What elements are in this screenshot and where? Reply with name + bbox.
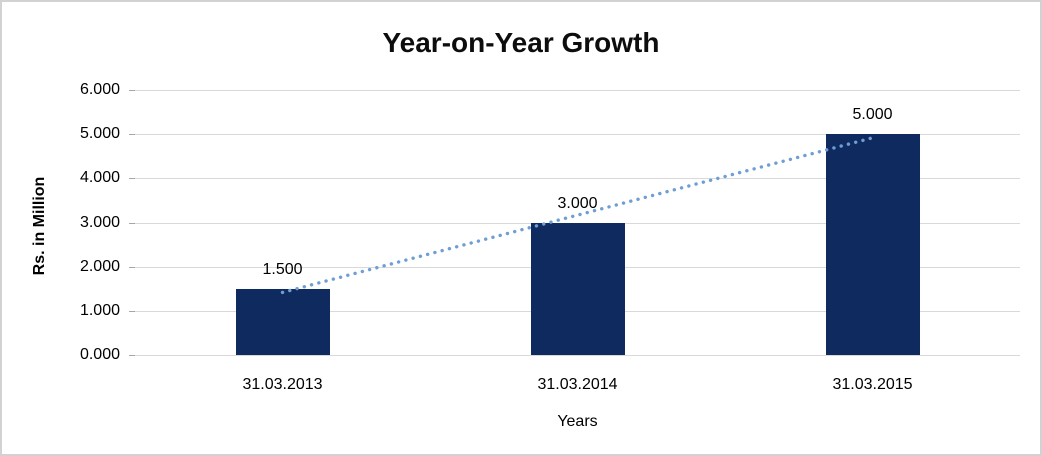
y-tick-label: 1.000: [79, 301, 120, 319]
x-category-label: 31.03.2014: [537, 376, 618, 393]
bar-value-label: 5.000: [852, 106, 893, 124]
bar-value-label: 1.500: [262, 260, 303, 278]
y-tick-label: 6.000: [79, 81, 120, 98]
chart-title: Year-on-Year Growth: [382, 27, 660, 58]
gridline: [135, 355, 1020, 356]
y-tick-mark: [129, 134, 135, 136]
bar: [235, 288, 330, 355]
y-tick-mark: [129, 90, 135, 91]
bar: [530, 222, 625, 355]
y-tick-label: 2.000: [79, 257, 120, 275]
x-category-label: 31.03.2015: [832, 376, 913, 393]
y-tick-mark: [129, 310, 135, 312]
bar: [825, 134, 920, 355]
y-tick-label: 3.000: [79, 213, 120, 231]
y-tick-label: 0.000: [79, 346, 120, 363]
y-tick-mark: [129, 178, 135, 180]
y-tick-mark: [129, 222, 135, 224]
gridline: [135, 134, 1020, 136]
y-tick-label: 5.000: [79, 125, 120, 143]
gridline: [135, 90, 1020, 91]
bar-value-label: 3.000: [557, 194, 598, 212]
y-tick-label: 4.000: [79, 169, 120, 187]
x-category-label: 31.03.2013: [242, 376, 323, 393]
x-axis-title: Years: [557, 413, 598, 430]
y-tick-mark: [129, 266, 135, 268]
y-tick-mark: [129, 355, 135, 356]
